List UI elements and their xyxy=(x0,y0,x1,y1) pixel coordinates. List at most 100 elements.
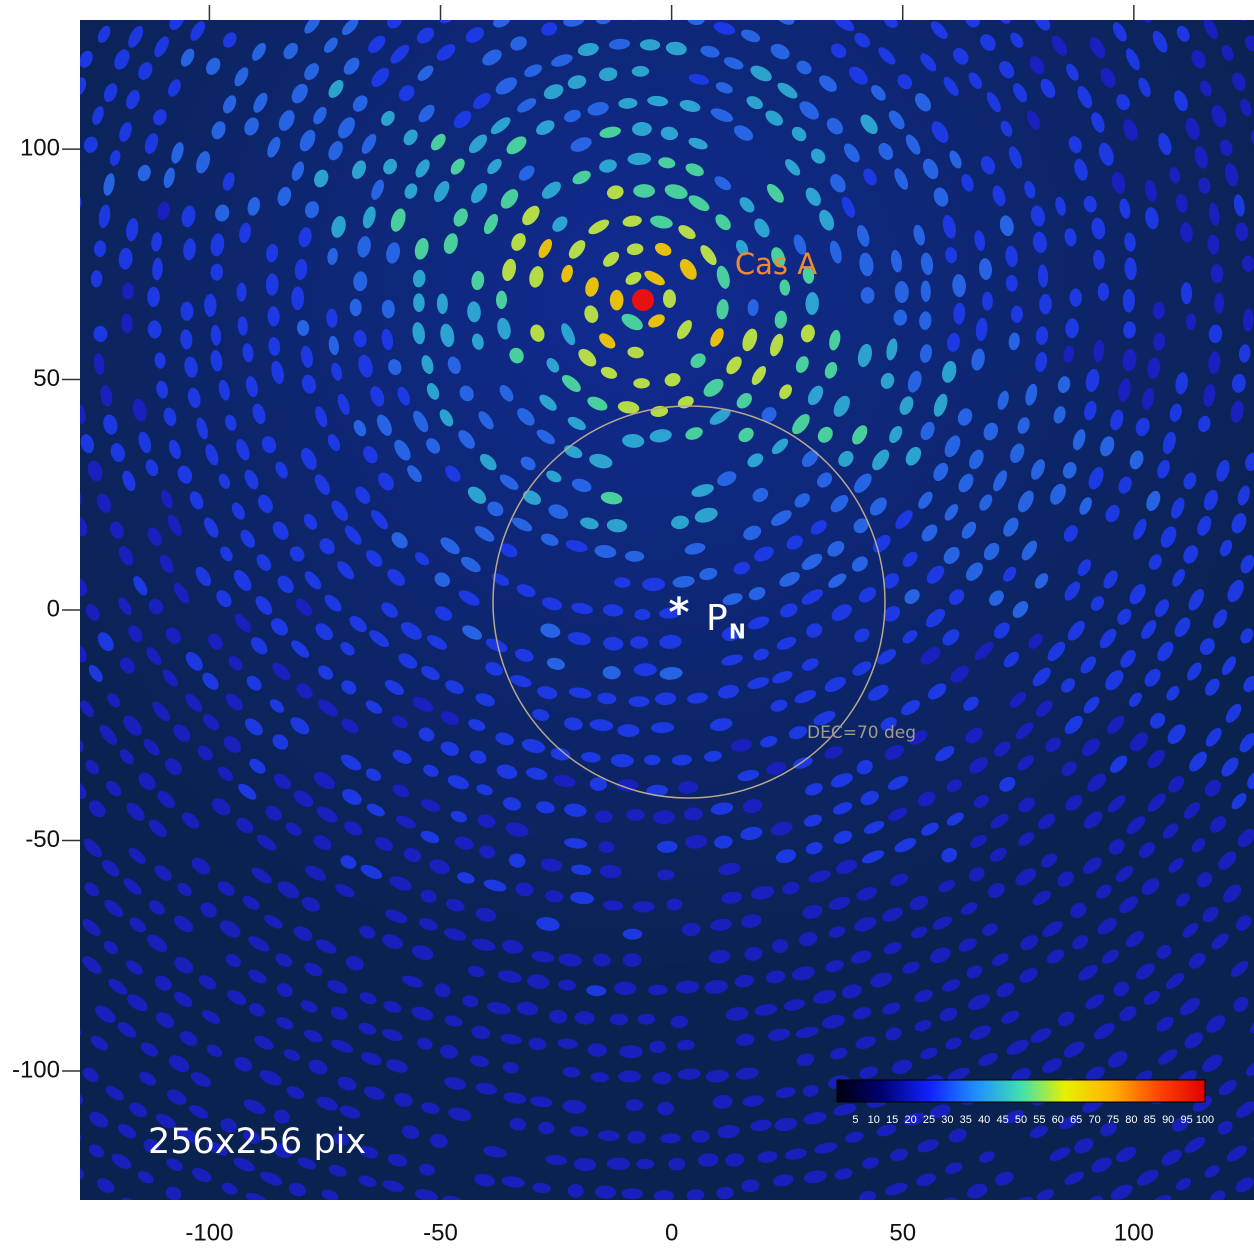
fringe xyxy=(174,915,193,933)
fringe xyxy=(293,926,313,941)
fringe xyxy=(80,780,87,800)
fringe xyxy=(709,408,731,425)
fringe xyxy=(957,408,973,426)
fringe xyxy=(610,753,634,768)
fringe xyxy=(854,916,877,932)
fringe xyxy=(398,653,418,669)
fringe xyxy=(295,598,312,616)
fringe xyxy=(472,333,484,350)
fringe xyxy=(244,117,259,136)
fringe xyxy=(206,57,221,75)
fringe xyxy=(1161,1149,1182,1166)
fringe xyxy=(1172,569,1185,587)
fringe xyxy=(381,328,394,351)
fringe xyxy=(738,427,754,443)
fringe xyxy=(1176,1177,1192,1191)
fringe xyxy=(592,953,611,967)
fringe xyxy=(647,95,669,107)
fringe xyxy=(365,768,382,782)
fringe xyxy=(101,859,120,877)
fringe xyxy=(882,1002,901,1015)
fringe xyxy=(160,490,173,509)
fringe xyxy=(631,65,650,77)
fringe xyxy=(1179,997,1201,1016)
fringe xyxy=(831,604,852,621)
fringe xyxy=(628,696,650,708)
fringe xyxy=(468,134,488,154)
fringe xyxy=(503,1092,527,1104)
fringe xyxy=(1157,459,1170,479)
fringe xyxy=(123,878,142,895)
fringe xyxy=(502,939,524,954)
fringe xyxy=(499,385,514,402)
fringe xyxy=(1247,770,1254,790)
fringe xyxy=(644,270,665,286)
fringe xyxy=(902,551,918,568)
fringe xyxy=(870,972,893,988)
colorbar-tick-label: 60 xyxy=(1052,1114,1064,1126)
fringe xyxy=(826,117,843,135)
fringe xyxy=(675,980,700,994)
fringe xyxy=(418,104,435,123)
fringe xyxy=(103,414,118,435)
fringe xyxy=(1045,737,1061,753)
fringe xyxy=(92,106,104,126)
fringe xyxy=(1224,162,1239,187)
fringe xyxy=(722,593,743,606)
fringe xyxy=(889,425,903,444)
fringe xyxy=(384,680,404,695)
fringe xyxy=(423,764,439,777)
fringe xyxy=(269,699,285,713)
colorbar-tick-label: 5 xyxy=(852,1114,858,1126)
fringe xyxy=(60,675,81,697)
fringe xyxy=(551,54,573,67)
fringe xyxy=(704,980,728,994)
fringe xyxy=(483,1146,507,1158)
fringe xyxy=(1205,727,1222,747)
fringe xyxy=(1017,755,1035,771)
fringe xyxy=(387,1153,408,1167)
fringe xyxy=(1171,497,1185,519)
fringe xyxy=(385,909,408,924)
fringe xyxy=(80,403,86,425)
fringe xyxy=(128,625,143,643)
fringe xyxy=(387,569,406,586)
fringe xyxy=(536,917,560,931)
fringe xyxy=(1003,566,1017,582)
fringe xyxy=(1036,1189,1055,1200)
fringe xyxy=(570,891,595,905)
fringe xyxy=(723,57,744,70)
fringe xyxy=(568,687,592,699)
fringe xyxy=(1207,234,1220,255)
fringe xyxy=(791,126,807,142)
fringe xyxy=(1188,589,1205,611)
fringe xyxy=(777,82,798,99)
fringe xyxy=(403,129,418,146)
fringe xyxy=(157,790,175,809)
fringe xyxy=(742,328,758,352)
fringe xyxy=(527,974,550,989)
fringe xyxy=(303,1029,323,1043)
fringe xyxy=(824,746,843,759)
fringe xyxy=(540,623,561,638)
fringe xyxy=(93,325,108,342)
fringe xyxy=(1057,871,1074,887)
fringe xyxy=(518,165,535,181)
fringe xyxy=(621,1188,643,1200)
fringe xyxy=(932,916,953,930)
fringe xyxy=(618,1070,641,1083)
fringe xyxy=(453,110,472,129)
fringe xyxy=(813,990,837,1004)
fringe xyxy=(920,1047,938,1060)
fringe xyxy=(187,387,201,408)
fringe xyxy=(953,302,966,325)
fringe xyxy=(871,84,886,101)
fringe xyxy=(772,939,789,953)
fringe xyxy=(358,1175,377,1187)
fringe xyxy=(1232,72,1246,91)
fringe xyxy=(445,898,465,912)
fringe xyxy=(200,902,217,918)
fringe xyxy=(945,1037,962,1050)
fringe xyxy=(1126,816,1146,835)
fringe xyxy=(1240,628,1254,644)
